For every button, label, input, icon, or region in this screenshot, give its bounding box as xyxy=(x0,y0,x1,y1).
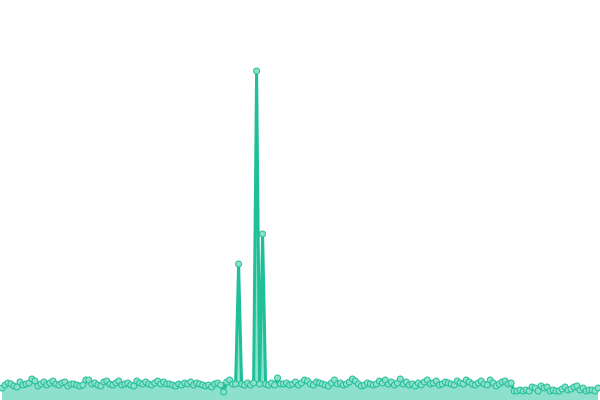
data-point xyxy=(79,381,87,389)
data-point xyxy=(130,382,138,390)
data-point xyxy=(250,379,258,387)
data-point xyxy=(594,384,600,392)
series-area xyxy=(2,71,598,400)
data-points xyxy=(0,67,600,396)
data-point xyxy=(534,387,542,395)
data-point xyxy=(271,381,279,389)
data-point xyxy=(253,67,261,75)
series-line xyxy=(0,69,600,394)
data-point xyxy=(13,383,21,391)
data-point xyxy=(483,381,491,389)
data-point xyxy=(507,379,515,387)
data-point xyxy=(256,380,264,388)
data-point xyxy=(396,375,404,383)
data-point xyxy=(220,388,228,396)
data-point xyxy=(259,230,267,238)
data-point xyxy=(235,260,243,268)
data-point xyxy=(217,381,225,389)
data-point xyxy=(31,377,39,385)
data-point xyxy=(232,380,240,388)
data-point xyxy=(274,374,282,382)
